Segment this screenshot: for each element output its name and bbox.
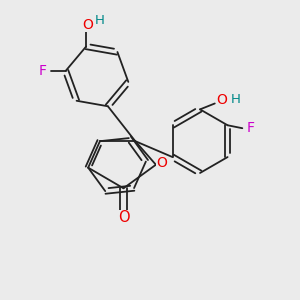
Text: F: F (39, 64, 47, 78)
Text: O: O (82, 18, 93, 32)
Text: H: H (230, 93, 240, 106)
Text: F: F (247, 121, 255, 135)
Text: H: H (94, 14, 104, 27)
Text: O: O (118, 210, 129, 225)
Text: O: O (216, 93, 227, 107)
Text: O: O (156, 156, 167, 170)
